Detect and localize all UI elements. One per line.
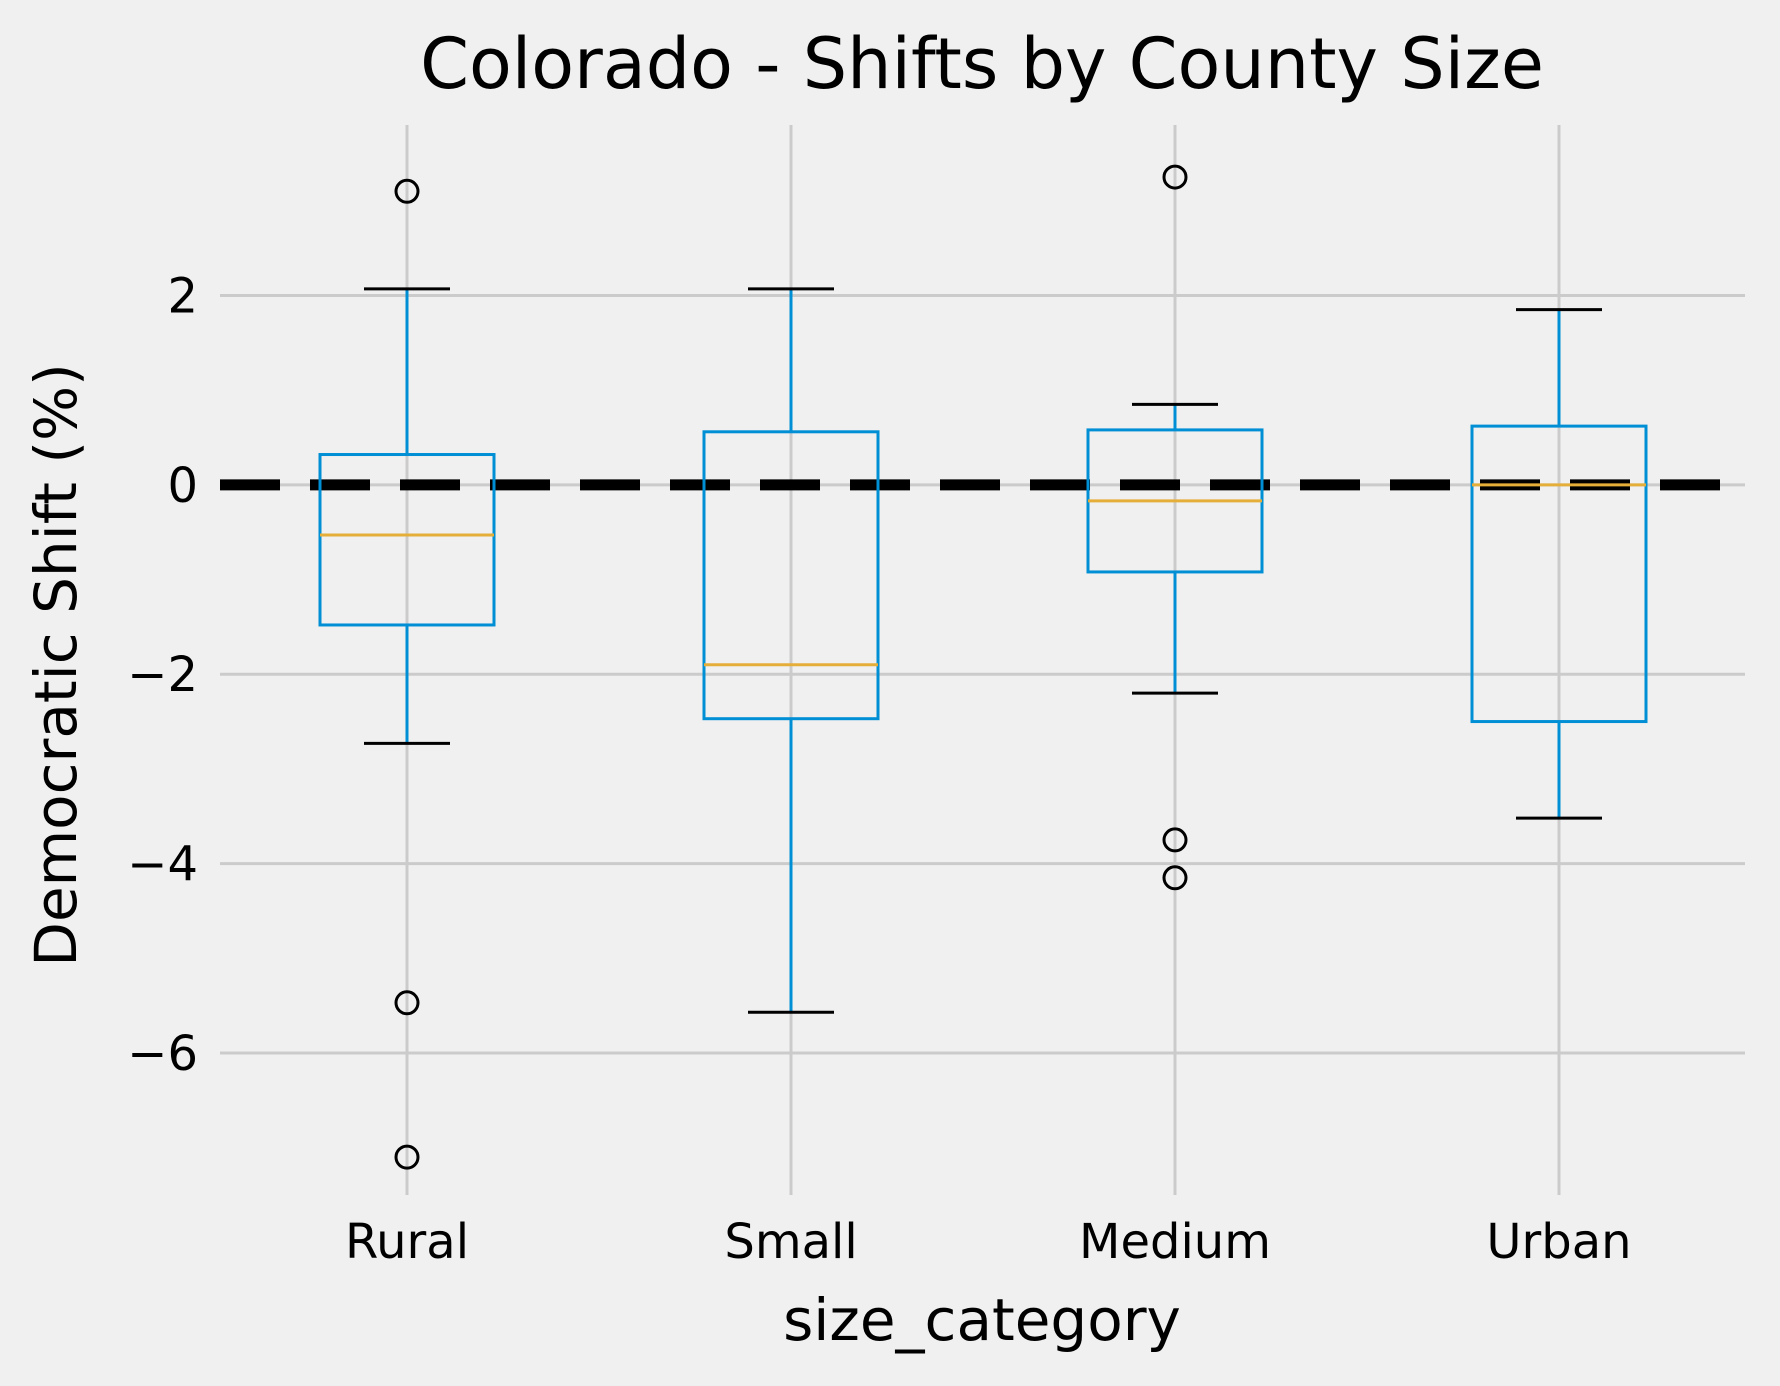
x-tick-label: Medium [1079, 1214, 1271, 1270]
boxes-layer [318, 164, 1648, 1170]
y-axis-label: Democratic Shift (%) [22, 363, 90, 966]
y-tick-labels: 2 0 −2 −4 −6 [127, 268, 198, 1082]
box-urban [1470, 308, 1648, 820]
box-rural [318, 178, 496, 1170]
x-tick-labels: Rural Small Medium Urban [345, 1214, 1632, 1270]
y-tick-label: −2 [127, 647, 198, 703]
iqr-box [318, 453, 496, 627]
outlier-point [1162, 164, 1188, 190]
box-small [702, 287, 880, 1014]
outlier-point [1162, 827, 1188, 853]
outlier-point [394, 178, 420, 204]
outlier-point [1162, 865, 1188, 891]
x-tick-label: Rural [345, 1214, 469, 1270]
y-tick-label: −4 [127, 837, 198, 893]
x-tick-label: Small [724, 1214, 857, 1270]
y-tick-label: 0 [167, 458, 198, 514]
outlier-point [394, 1144, 420, 1170]
iqr-box [702, 430, 880, 721]
outlier-point [394, 990, 420, 1016]
x-axis-label: size_category [783, 1286, 1181, 1354]
box-medium [1086, 164, 1264, 891]
chart-title: Colorado - Shifts by County Size [420, 23, 1544, 105]
x-tick-label: Urban [1486, 1214, 1631, 1270]
y-tick-label: −6 [127, 1026, 198, 1082]
iqr-box [1470, 424, 1648, 724]
y-tick-label: 2 [167, 268, 198, 324]
